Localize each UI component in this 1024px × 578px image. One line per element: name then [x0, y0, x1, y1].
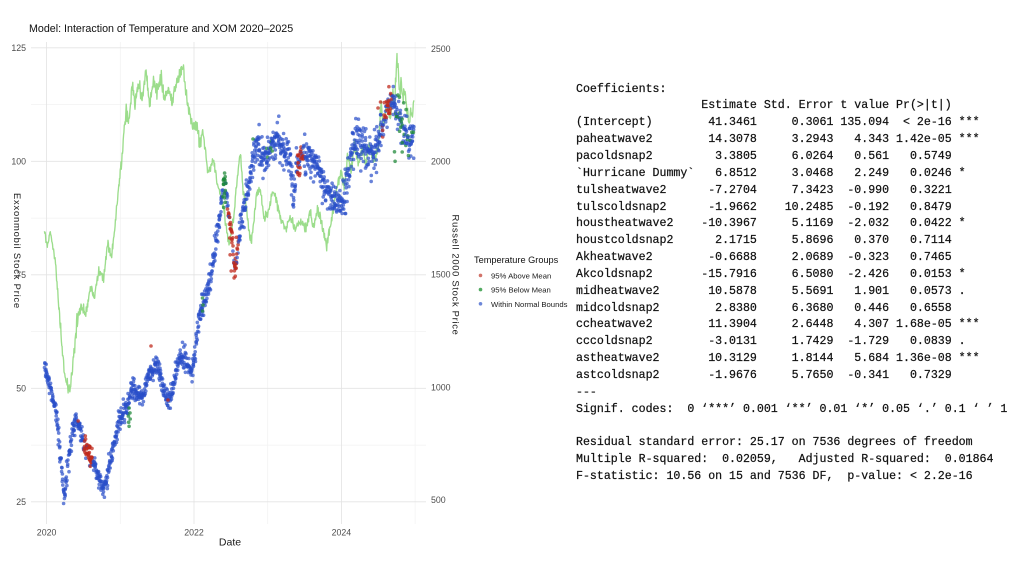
svg-text:Exxonmobil Stock Price: Exxonmobil Stock Price [12, 193, 23, 309]
svg-text:500: 500 [431, 495, 446, 505]
svg-text:2000: 2000 [431, 157, 451, 167]
svg-text:95% Above Mean: 95% Above Mean [491, 271, 551, 280]
svg-text:50: 50 [16, 383, 26, 393]
svg-text:Date: Date [219, 537, 241, 549]
svg-text:Model: Interaction of Temperat: Model: Interaction of Temperature and XO… [29, 23, 293, 35]
svg-text:2020: 2020 [37, 528, 57, 538]
svg-text:1500: 1500 [431, 270, 451, 280]
svg-text:125: 125 [11, 43, 26, 53]
svg-text:Within Normal Bounds: Within Normal Bounds [491, 300, 568, 309]
svg-text:1000: 1000 [431, 382, 451, 392]
svg-text:25: 25 [16, 497, 26, 507]
svg-text:75: 75 [16, 270, 26, 280]
svg-text:2500: 2500 [431, 44, 451, 54]
svg-text:Temperature Groups: Temperature Groups [474, 255, 559, 265]
svg-text:95% Below Mean: 95% Below Mean [491, 286, 551, 295]
svg-text:2024: 2024 [332, 528, 352, 538]
svg-text:100: 100 [11, 156, 26, 166]
svg-text:Russell 2000 Stock Price: Russell 2000 Stock Price [451, 214, 462, 335]
svg-text:2022: 2022 [184, 528, 204, 538]
